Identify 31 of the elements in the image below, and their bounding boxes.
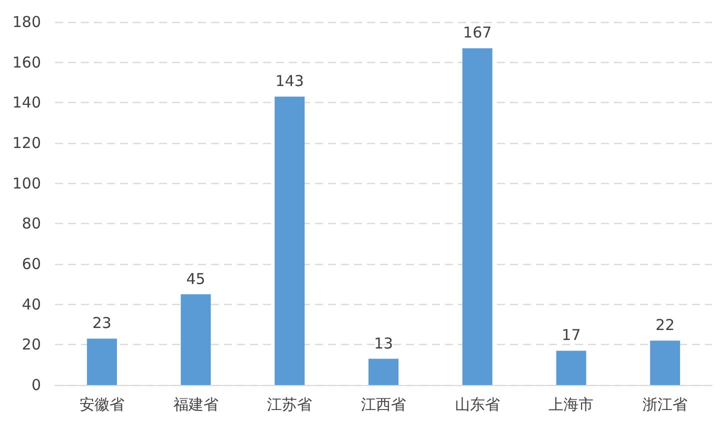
y-tick-label: 0 [31,376,41,394]
x-tick-label: 浙江省 [642,396,688,414]
x-tick-label: 山东省 [454,396,500,414]
x-tick-label: 福建省 [173,396,218,414]
y-tick-label: 140 [12,94,41,112]
data-label: 17 [562,326,581,344]
y-tick-label: 100 [12,174,41,192]
bar [556,350,586,385]
x-tick-label: 江西省 [361,396,406,414]
bar [180,294,211,385]
bar [462,48,492,385]
data-label: 45 [186,270,206,288]
y-tick-label: 160 [12,53,41,72]
bar [86,338,117,385]
y-tick-label: 40 [22,295,41,314]
data-label: 23 [92,314,112,332]
x-tick-label: 上海市 [548,396,594,414]
y-tick-label: 180 [12,13,41,31]
y-tick-label: 60 [22,255,41,273]
bar [650,340,680,385]
data-label: 22 [656,316,675,334]
bar [274,96,305,385]
x-tick-label: 江苏省 [267,396,312,414]
y-tick-label: 120 [12,134,41,152]
y-tick-label: 20 [22,336,41,354]
data-label: 143 [275,72,304,90]
bar [368,358,398,385]
data-label: 13 [374,334,394,352]
x-tick-label: 安徽省 [79,396,124,414]
y-tick-label: 80 [22,214,41,233]
data-label: 167 [463,24,492,42]
